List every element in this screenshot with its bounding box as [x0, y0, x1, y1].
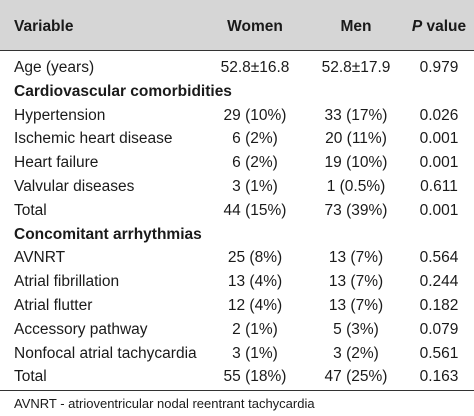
women-cell: 3 (1%): [232, 344, 278, 362]
p-value-cell: 0.979: [419, 59, 459, 76]
table-row: Accessory pathway 2 (1%) 5 (3%) 0.079: [0, 318, 474, 342]
table-row: Total 44 (15%) 73 (39%) 0.001: [0, 199, 474, 223]
section-label: Concomitant arrhythmias: [14, 225, 202, 243]
table-row: Valvular diseases 3 (1%) 1 (0.5%) 0.611: [0, 175, 474, 199]
header-row: Variable Women Men P value: [0, 15, 474, 39]
header-p-value: P value: [404, 15, 474, 39]
header-men: Men: [340, 18, 372, 35]
p-value-cell: 0.564: [419, 249, 459, 267]
men-cell: 1 (0.5%): [326, 178, 386, 195]
men-cell: 19 (10%): [324, 154, 388, 172]
variable-cell: Age (years): [14, 59, 95, 76]
section-heading-row: Concomitant arrhythmias: [0, 223, 474, 247]
p-value-cell: 0.611: [420, 178, 458, 195]
header-women: Women: [227, 18, 283, 35]
variable-cell: Total: [14, 368, 47, 386]
variable-cell: AVNRT: [14, 249, 66, 267]
variable-cell: Atrial fibrillation: [14, 273, 120, 291]
p-value-cell: 0.001: [419, 201, 459, 219]
p-value-cell: 0.182: [419, 297, 459, 314]
p-value-cell: 0.163: [419, 368, 459, 386]
women-cell: 25 (8%): [227, 249, 283, 267]
header-rule: [0, 50, 474, 51]
women-cell: 55 (18%): [223, 368, 287, 386]
men-cell: 13 (7%): [328, 249, 384, 267]
women-cell: 44 (15%): [223, 201, 287, 219]
table-header: Variable Women Men P value: [0, 0, 474, 50]
variable-cell: Accessory pathway: [14, 320, 148, 338]
women-cell: 12 (4%): [227, 297, 283, 314]
table-row: Hypertension 29 (10%) 33 (17%) 0.026: [0, 104, 474, 128]
p-value-cell: 0.561: [419, 344, 459, 362]
women-cell: 6 (2%): [232, 154, 278, 172]
bottom-rule: [0, 390, 474, 391]
table-row: Heart failure 6 (2%) 19 (10%) 0.001: [0, 151, 474, 175]
women-cell: 52.8±16.8: [220, 59, 290, 76]
table-row: Total 55 (18%) 47 (25%) 0.163: [0, 365, 474, 389]
section-label: Cardiovascular comorbidities: [14, 82, 232, 100]
header-variable: Variable: [14, 18, 74, 35]
variable-cell: Total: [14, 201, 47, 219]
table-row: Atrial flutter 12 (4%) 13 (7%) 0.182: [0, 294, 474, 318]
variable-cell: Hypertension: [14, 106, 106, 124]
variable-cell: Atrial flutter: [14, 297, 93, 314]
section-heading-row: Cardiovascular comorbidities: [0, 80, 474, 104]
p-value-cell: 0.001: [419, 154, 459, 172]
women-cell: 6 (2%): [232, 130, 278, 148]
table-row: Nonfocal atrial tachycardia 3 (1%) 3 (2%) 0…: [0, 342, 474, 366]
men-cell: 33 (17%): [324, 106, 388, 124]
variable-cell: Ischemic heart disease: [14, 130, 173, 148]
variable-cell: Heart failure: [14, 154, 99, 172]
men-cell: 5 (3%): [333, 320, 379, 338]
p-value-cell: 0.001: [419, 130, 459, 148]
men-cell: 47 (25%): [324, 368, 388, 386]
variable-cell: Nonfocal atrial tachycardia: [14, 344, 197, 362]
men-cell: 20 (11%): [325, 130, 387, 148]
men-cell: 73 (39%): [324, 201, 388, 219]
men-cell: 3 (2%): [333, 344, 379, 362]
footnote: AVNRT - atrioventricular nodal reentrant…: [14, 396, 315, 411]
header-p-letter: P: [411, 18, 423, 35]
table-row: Age (years) 52.8±16.8 52.8±17.9 0.979: [0, 56, 474, 80]
p-value-cell: 0.244: [419, 273, 459, 291]
women-cell: 29 (10%): [223, 106, 287, 124]
men-cell: 13 (7%): [328, 273, 384, 291]
p-value-cell: 0.026: [419, 106, 459, 124]
women-cell: 2 (1%): [232, 320, 278, 338]
variable-cell: Valvular diseases: [14, 178, 135, 195]
p-value-cell: 0.079: [419, 320, 459, 338]
table-row: Ischemic heart disease 6 (2%) 20 (11%) 0.00…: [0, 127, 474, 151]
men-cell: 13 (7%): [328, 297, 384, 314]
table-row: Atrial fibrillation 13 (4%) 13 (7%) 0.244: [0, 270, 474, 294]
women-cell: 13 (4%): [227, 273, 283, 291]
header-p-word: value: [422, 18, 467, 35]
table-row: AVNRT 25 (8%) 13 (7%) 0.564: [0, 246, 474, 270]
men-cell: 52.8±17.9: [321, 59, 391, 76]
women-cell: 3 (1%): [232, 178, 278, 195]
